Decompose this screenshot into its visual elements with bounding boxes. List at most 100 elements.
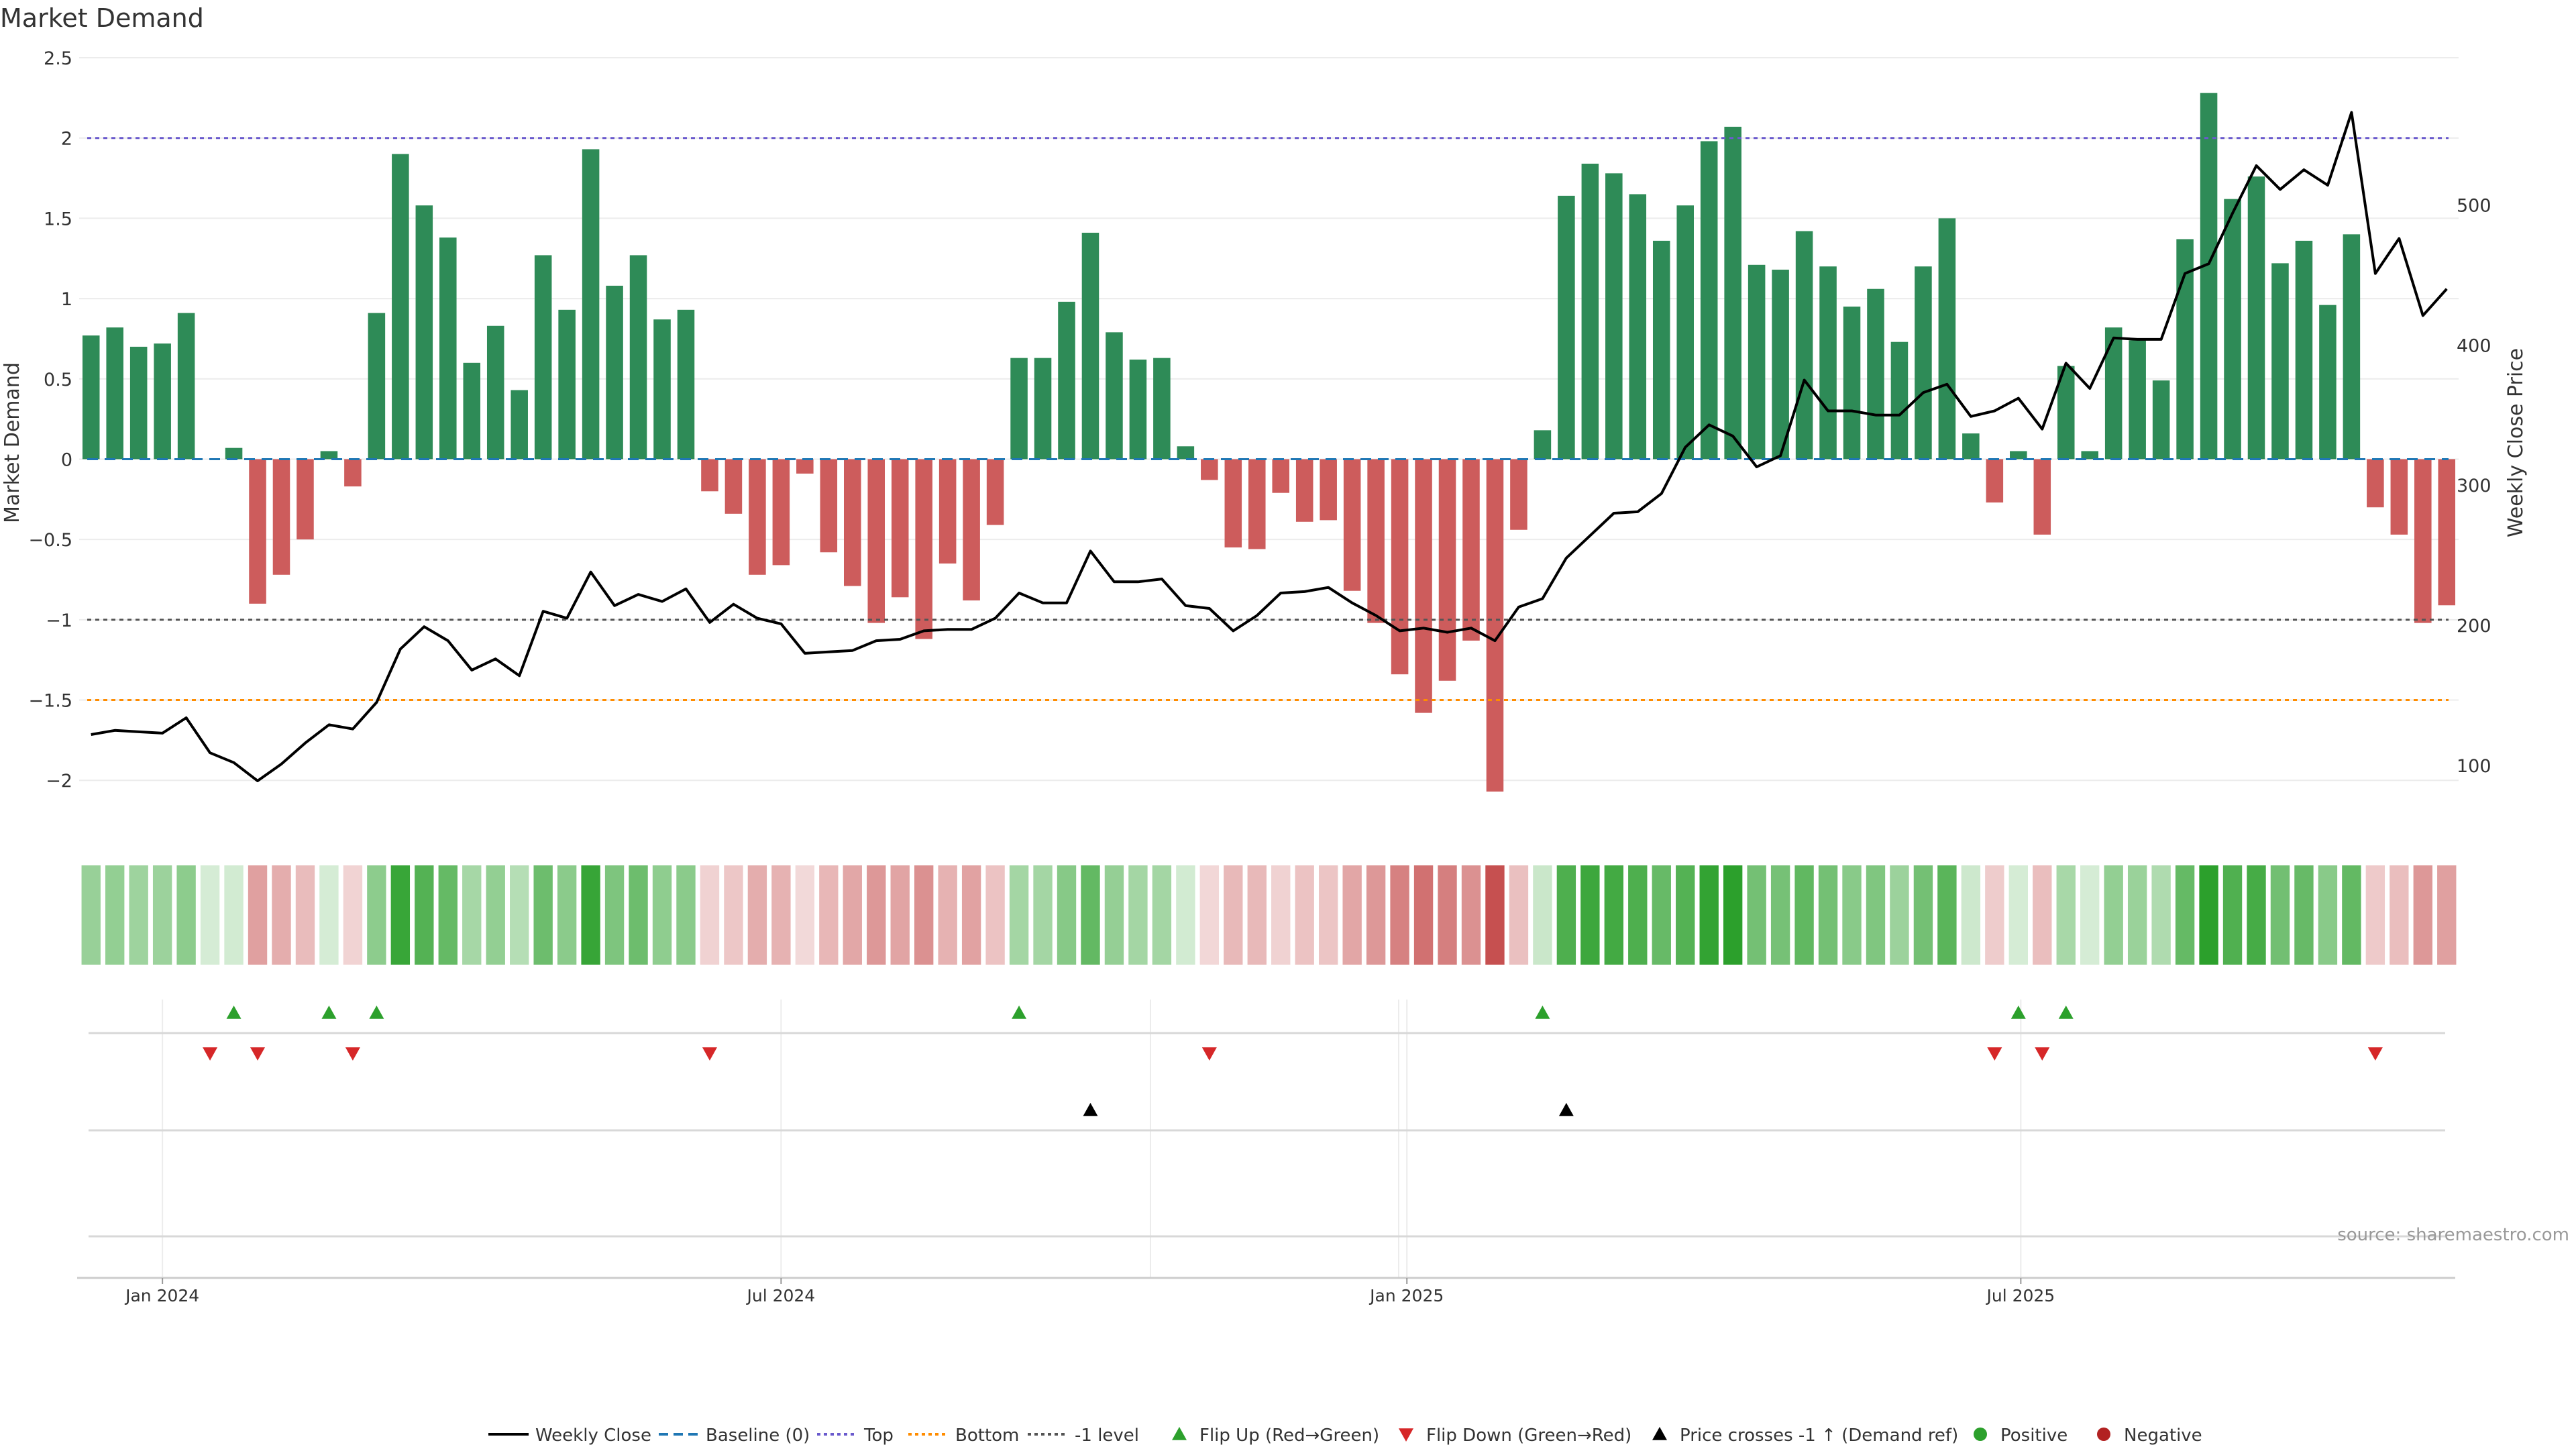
demand-bar bbox=[1106, 332, 1123, 460]
legend-label: Weekly Close bbox=[535, 1426, 651, 1446]
price-axis-ticks: 100 200 300 400 500 bbox=[2457, 195, 2491, 777]
heat-cell bbox=[2008, 865, 2028, 965]
weekly-close-line bbox=[91, 111, 2448, 782]
heat-cell bbox=[867, 865, 886, 965]
heat-cell bbox=[510, 865, 529, 965]
heat-cell bbox=[1533, 865, 1552, 965]
heat-cell bbox=[1176, 865, 1195, 965]
weekly-close-series bbox=[91, 111, 2448, 782]
flip-down-marker bbox=[2367, 1047, 2383, 1061]
price-cross-marker bbox=[1083, 1103, 1098, 1116]
heat-cell bbox=[105, 865, 125, 965]
heat-cell bbox=[819, 865, 839, 965]
demand-bar bbox=[2247, 176, 2265, 460]
demand-bars bbox=[82, 93, 2456, 792]
heat-cell bbox=[1628, 865, 1648, 965]
heat-cell bbox=[81, 865, 101, 965]
flip-down-marker bbox=[203, 1047, 218, 1061]
heat-cell bbox=[367, 865, 386, 965]
heat-cell bbox=[1652, 865, 1671, 965]
legend-swatch bbox=[2097, 1428, 2110, 1441]
heat-cell bbox=[2127, 865, 2147, 965]
flip-up-marker bbox=[1012, 1006, 1027, 1019]
legend-label: Flip Down (Green→Red) bbox=[1426, 1426, 1631, 1446]
demand-bar bbox=[653, 319, 671, 460]
demand-bar bbox=[1890, 341, 1909, 460]
demand-bar bbox=[1724, 126, 1741, 460]
demand-bar bbox=[1010, 358, 1028, 460]
heat-cell bbox=[319, 865, 339, 965]
y-axis-ticks: 2.5 2 1.5 1 0.5 0 −0.5 −1 −1.5 −2 bbox=[28, 48, 72, 792]
demand-bar bbox=[2033, 459, 2051, 535]
heat-cell bbox=[985, 865, 1005, 965]
demand-bar bbox=[844, 459, 861, 586]
demand-bar bbox=[154, 343, 171, 460]
demand-bar bbox=[129, 346, 148, 460]
demand-bar bbox=[82, 335, 100, 460]
demand-bar bbox=[2010, 451, 2027, 460]
price-tick-label: 300 bbox=[2457, 476, 2491, 496]
demand-bar bbox=[1272, 459, 1290, 493]
demand-bar bbox=[2271, 263, 2289, 460]
demand-bar bbox=[724, 459, 743, 514]
demand-bar bbox=[915, 459, 932, 639]
heat-cell bbox=[1271, 865, 1291, 965]
y-tick-label: 2 bbox=[61, 129, 72, 150]
heat-cell bbox=[1033, 865, 1053, 965]
heat-cell bbox=[2199, 865, 2218, 965]
heat-cell bbox=[1747, 865, 1766, 965]
demand-bar bbox=[1415, 459, 1432, 713]
legend-label: Positive bbox=[2000, 1426, 2068, 1446]
y-tick-label: −2 bbox=[46, 771, 72, 792]
y-tick-label: −0.5 bbox=[28, 530, 72, 551]
demand-bar bbox=[606, 285, 623, 460]
demand-bar bbox=[1295, 459, 1313, 522]
heat-cell bbox=[486, 865, 505, 965]
heat-cell bbox=[1556, 865, 1576, 965]
demand-bar bbox=[867, 459, 885, 623]
heat-cell bbox=[2365, 865, 2385, 965]
demand-bar bbox=[1772, 269, 1789, 460]
heat-cell bbox=[533, 865, 553, 965]
demand-bar bbox=[2367, 459, 2384, 508]
price-tick-label: 500 bbox=[2457, 195, 2491, 216]
heat-cell bbox=[1009, 865, 1029, 965]
price-tick-label: 200 bbox=[2457, 616, 2491, 637]
heat-cell bbox=[747, 865, 767, 965]
demand-bar bbox=[2438, 459, 2456, 606]
y-tick-label: 1 bbox=[61, 289, 72, 310]
demand-bar bbox=[986, 459, 1004, 525]
y-tick-label: 2.5 bbox=[44, 48, 72, 69]
legend-label: Price crosses -1 ↑ (Demand ref) bbox=[1680, 1426, 1958, 1446]
heat-cell bbox=[1723, 865, 1743, 965]
demand-bar bbox=[1177, 446, 1195, 460]
demand-bar bbox=[177, 313, 195, 460]
demand-bar bbox=[1558, 195, 1575, 460]
demand-bar bbox=[1153, 358, 1171, 460]
demand-bar bbox=[2200, 93, 2218, 460]
demand-bar bbox=[1819, 266, 1837, 460]
demand-bar bbox=[2414, 459, 2432, 623]
heat-cell bbox=[1699, 865, 1719, 965]
heat-cell bbox=[1390, 865, 1409, 965]
y-tick-label: 0 bbox=[61, 449, 72, 470]
legend-swatch bbox=[1172, 1427, 1187, 1440]
legend-label: Top bbox=[863, 1426, 894, 1446]
heat-cell bbox=[676, 865, 696, 965]
heat-cell bbox=[1224, 865, 1243, 965]
flip-down-marker bbox=[2035, 1047, 2050, 1061]
heat-cell bbox=[390, 865, 411, 965]
demand-bar bbox=[344, 459, 362, 487]
legend-label: Flip Up (Red→Green) bbox=[1199, 1426, 1379, 1446]
heat-cell bbox=[2413, 865, 2432, 965]
demand-bar bbox=[1034, 358, 1052, 460]
demand-bar bbox=[749, 459, 766, 575]
price-tick-label: 100 bbox=[2457, 756, 2491, 777]
demand-bar bbox=[486, 325, 504, 460]
heat-cell bbox=[2318, 865, 2338, 965]
demand-bar bbox=[2319, 305, 2337, 460]
demand-bar bbox=[772, 459, 790, 566]
heat-cell bbox=[604, 865, 625, 965]
heat-cell bbox=[1509, 865, 1529, 965]
